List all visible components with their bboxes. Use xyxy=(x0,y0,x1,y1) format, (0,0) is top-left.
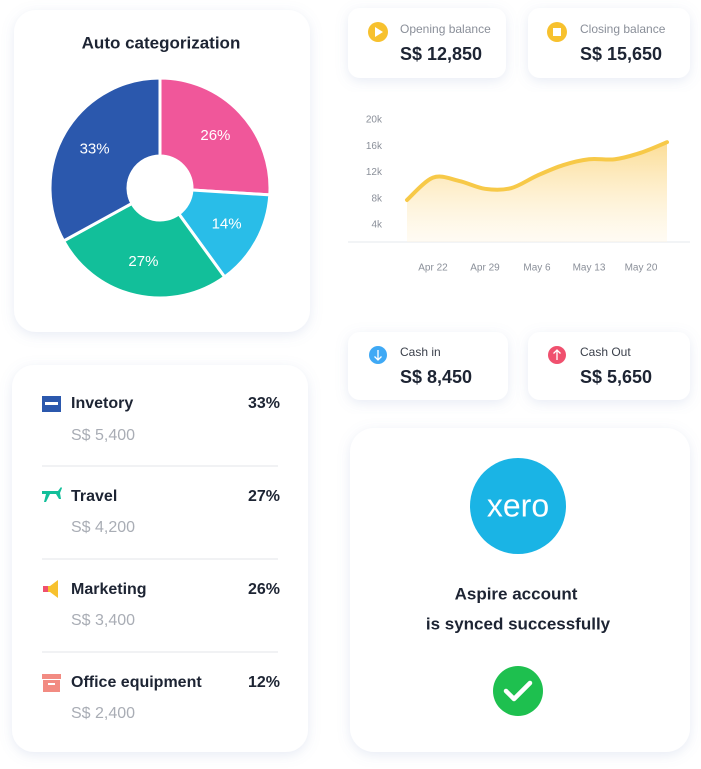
closing-card xyxy=(528,8,690,78)
sync-message: is synced successfully xyxy=(426,614,611,633)
line xyxy=(405,140,669,202)
x-tick-label: Apr 22 xyxy=(418,263,448,274)
pie: 26% 14% 27% 33% xyxy=(48,76,272,300)
y-tick-label: 4k xyxy=(371,220,383,231)
pie-slice xyxy=(48,76,162,244)
category-amount: S$ 4,200 xyxy=(71,519,135,536)
y-tick-label: 16k xyxy=(366,141,383,152)
pie-slice xyxy=(158,76,272,197)
opening-label: Opening balance xyxy=(400,22,491,36)
office-icon-lid xyxy=(42,674,61,679)
cash-out-card xyxy=(528,332,690,400)
pie-slice xyxy=(176,188,272,280)
pie-slice xyxy=(61,201,227,300)
x-tick-label: Apr 29 xyxy=(470,263,500,274)
y-tick-label: 12k xyxy=(366,167,383,178)
slice-label: 27% xyxy=(128,253,158,270)
category-amount: S$ 2,400 xyxy=(71,705,135,722)
category-name: Invetory xyxy=(71,395,133,412)
opening-amount: S$ 12,850 xyxy=(400,44,482,64)
success-icon xyxy=(493,666,543,716)
category-percent: 27% xyxy=(248,488,280,505)
cash-in-label: Cash in xyxy=(400,345,441,359)
slice-label: 14% xyxy=(212,216,242,233)
category-amount: S$ 5,400 xyxy=(71,427,135,444)
marketing-icon-part xyxy=(43,586,48,592)
category-amount: S$ 3,400 xyxy=(71,612,135,629)
check-glyph xyxy=(503,680,533,702)
cash-in-card xyxy=(348,332,508,400)
cash-out-amount: S$ 5,650 xyxy=(580,367,652,387)
y-tick-label: 20k xyxy=(366,114,383,125)
cash-in-amount: S$ 8,450 xyxy=(400,367,472,387)
line-chart: 20k 16k 12k 8k 4k Apr 22 Apr 29 May 6 May 13 May … xyxy=(366,114,669,274)
xero-logo-text: xero xyxy=(487,487,549,523)
closing-amount: S$ 15,650 xyxy=(580,44,662,64)
cash-out-label: Cash Out xyxy=(580,345,631,359)
category-name: Travel xyxy=(71,488,117,505)
office-icon-slot xyxy=(48,683,55,685)
office-icon xyxy=(43,680,60,692)
category-percent: 33% xyxy=(248,395,280,412)
x-tick-label: May 20 xyxy=(625,263,658,274)
stop-glyph xyxy=(553,28,561,36)
travel-icon xyxy=(42,487,62,502)
xero-logo xyxy=(470,458,566,554)
category-name: Office equipment xyxy=(71,674,202,691)
y-tick-label: 8k xyxy=(371,193,383,204)
category-name: Marketing xyxy=(71,581,147,598)
opening-card xyxy=(348,8,506,78)
pie-title: Auto categorization xyxy=(82,33,241,52)
x-tick-label: May 6 xyxy=(523,263,551,274)
category-percent: 12% xyxy=(248,674,280,691)
slice-label: 33% xyxy=(80,140,110,157)
sync-message: Aspire account xyxy=(455,584,578,603)
play-glyph xyxy=(375,27,383,37)
up-arrow xyxy=(553,349,561,360)
sync-card xyxy=(350,428,690,752)
category-percent: 26% xyxy=(248,581,280,598)
x-tick-label: May 13 xyxy=(573,263,606,274)
marketing-icon xyxy=(43,580,58,598)
closing-label: Closing balance xyxy=(580,22,666,36)
inventory-icon-slot xyxy=(45,402,58,405)
slice-label: 26% xyxy=(200,127,230,144)
down-arrow xyxy=(374,350,382,361)
area xyxy=(407,142,667,242)
